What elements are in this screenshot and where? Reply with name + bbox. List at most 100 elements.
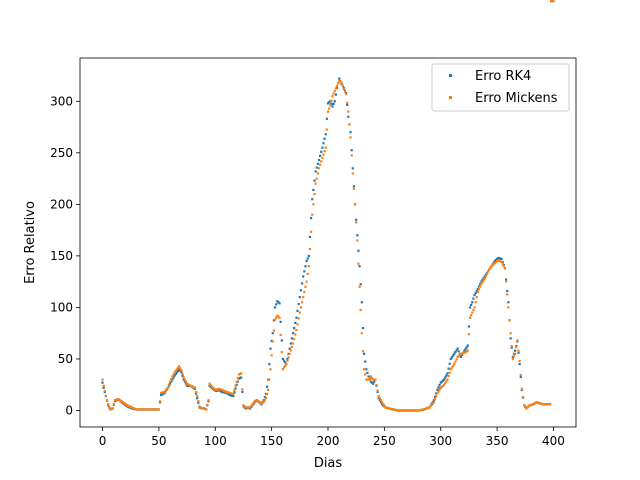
mickens-point <box>450 366 454 369</box>
rk4-point <box>302 275 305 278</box>
mickens-point <box>446 378 449 381</box>
mickens-point <box>192 386 195 389</box>
mickens-point <box>539 402 543 405</box>
mickens-point <box>145 408 148 411</box>
rk4-point <box>498 257 501 260</box>
mickens-point <box>433 398 437 401</box>
mickens-point <box>466 349 469 352</box>
mickens-point <box>257 400 260 403</box>
mickens-point <box>474 301 477 304</box>
mickens-point <box>355 221 358 224</box>
mickens-point <box>394 408 397 412</box>
rk4-point <box>264 392 268 396</box>
mickens-point <box>282 366 286 369</box>
mickens-point <box>479 285 482 288</box>
rk4-point <box>300 282 304 285</box>
mickens-point <box>125 403 128 406</box>
mickens-point <box>477 288 481 291</box>
mickens-point <box>535 401 538 404</box>
mickens-point <box>267 388 270 391</box>
rk4-point <box>505 278 508 281</box>
mickens-point <box>128 405 131 408</box>
mickens-point <box>236 376 239 380</box>
mickens-point <box>222 389 225 392</box>
rk4-point <box>443 378 446 381</box>
mickens-point <box>369 375 372 378</box>
rk4-point <box>231 394 234 397</box>
mickens-point <box>191 385 194 388</box>
mickens-point <box>235 380 238 383</box>
mickens-point <box>107 403 110 406</box>
rk4-point <box>366 371 369 374</box>
mickens-point <box>142 408 145 411</box>
rk4-point <box>101 381 104 384</box>
mickens-point <box>169 380 172 383</box>
rk4-point <box>284 361 287 364</box>
rk4-point <box>356 234 359 237</box>
mickens-point <box>480 282 483 285</box>
rk4-point <box>452 354 455 357</box>
mickens-point <box>261 401 264 404</box>
mickens-point <box>156 408 159 411</box>
mickens-point <box>229 392 233 395</box>
mickens-point <box>414 409 418 412</box>
mickens-point <box>155 408 158 411</box>
x-tick-label: 200 <box>317 434 340 448</box>
rk4-point <box>497 256 500 260</box>
mickens-point <box>340 81 343 84</box>
mickens-point <box>403 409 406 412</box>
rk4-point <box>334 93 337 96</box>
mickens-point <box>305 280 308 283</box>
mickens-point <box>375 383 378 387</box>
mickens-point <box>307 265 310 268</box>
mickens-point <box>541 402 544 406</box>
mickens-point <box>387 407 390 410</box>
mickens-point <box>351 172 354 175</box>
mickens-point <box>339 80 342 83</box>
mickens-point <box>497 258 500 262</box>
y-tick-label: 250 <box>50 146 73 160</box>
x-tick-label: 0 <box>99 434 107 448</box>
mickens-point <box>232 392 235 396</box>
mickens-point <box>411 409 414 412</box>
mickens-point <box>376 389 379 392</box>
mickens-point <box>262 401 265 404</box>
rk4-point <box>445 374 448 377</box>
rk4-point <box>378 399 381 402</box>
mickens-point <box>174 369 177 372</box>
rk4-point <box>314 170 317 173</box>
mickens-point <box>316 172 319 175</box>
mickens-point <box>233 388 236 391</box>
mickens-point <box>197 400 200 403</box>
mickens-point <box>313 192 316 196</box>
mickens-point <box>119 399 122 402</box>
rk4-point <box>347 115 350 118</box>
rk4-point <box>518 363 521 366</box>
rk4-point <box>169 382 172 385</box>
mickens-point <box>116 398 119 401</box>
rk4-point <box>293 326 296 330</box>
rk4-point <box>226 392 229 395</box>
rk4-point <box>456 347 459 350</box>
mickens-point <box>404 409 407 412</box>
mickens-point <box>324 146 327 149</box>
mickens-point <box>253 400 256 403</box>
mickens-point <box>338 79 341 82</box>
rk4-point <box>364 360 367 363</box>
rk4-point <box>507 301 510 304</box>
rk4-point <box>262 399 265 402</box>
mickens-point <box>437 390 440 393</box>
mickens-point <box>344 92 348 96</box>
rk4-point <box>480 280 483 283</box>
rk4-point <box>349 131 352 134</box>
rk4-point <box>315 166 318 169</box>
mickens-point <box>413 409 416 412</box>
mickens-point <box>395 409 398 412</box>
mickens-point <box>146 408 149 411</box>
mickens-point <box>277 315 280 318</box>
mickens-point <box>508 319 511 322</box>
mickens-point <box>464 351 467 354</box>
mickens-point <box>526 406 529 409</box>
rk4-point <box>320 150 323 153</box>
mickens-point <box>183 378 186 381</box>
